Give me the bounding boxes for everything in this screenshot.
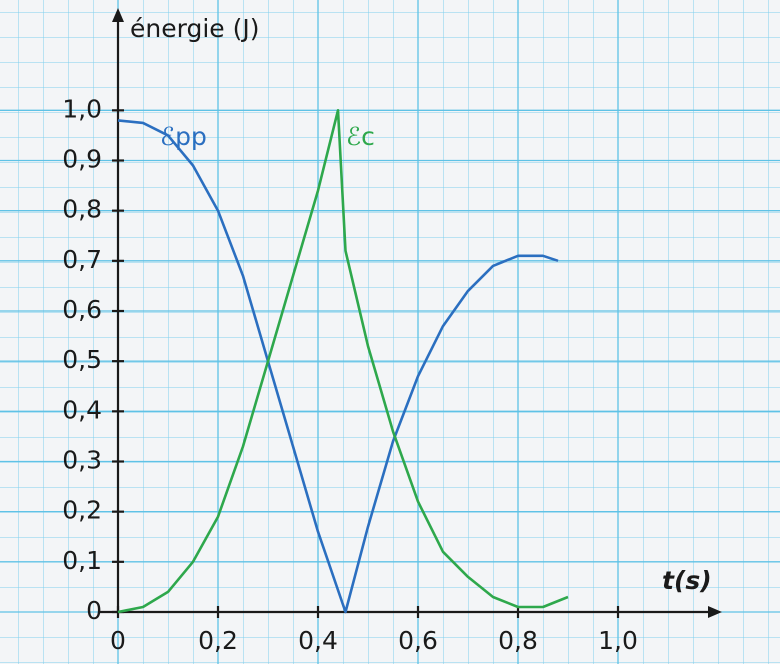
- y-tick-label: 0: [86, 596, 102, 625]
- y-tick-label: 0,8: [62, 195, 102, 224]
- x-axis-label: t(s): [662, 566, 712, 595]
- series-label: ℰc: [346, 122, 375, 151]
- y-arrow: [112, 8, 124, 22]
- x-tick-label: 0,4: [298, 626, 338, 655]
- series-line: [117, 109, 569, 614]
- y-tick-label: 0,2: [62, 496, 102, 525]
- x-arrow: [708, 606, 722, 618]
- y-tick-label: 0,4: [62, 395, 102, 424]
- y-tick-label: 0,7: [62, 245, 102, 274]
- y-tick-label: 0,1: [62, 546, 102, 575]
- y-tick-label: 0,5: [62, 345, 102, 374]
- x-tick-label: 0: [110, 626, 126, 655]
- y-axis-label: énergie (J): [130, 14, 259, 43]
- x-tick-label: 0,8: [498, 626, 538, 655]
- x-tick-label: 0,2: [198, 626, 238, 655]
- y-tick-label: 0,3: [62, 446, 102, 475]
- series-label: ℰpp: [160, 122, 207, 151]
- x-tick-label: 0,6: [398, 626, 438, 655]
- y-tick-label: 0,6: [62, 295, 102, 324]
- x-tick-label: 1,0: [598, 626, 638, 655]
- series-line: [117, 119, 559, 614]
- y-tick-label: 0,9: [62, 145, 102, 174]
- y-tick-label: 1,0: [62, 94, 102, 123]
